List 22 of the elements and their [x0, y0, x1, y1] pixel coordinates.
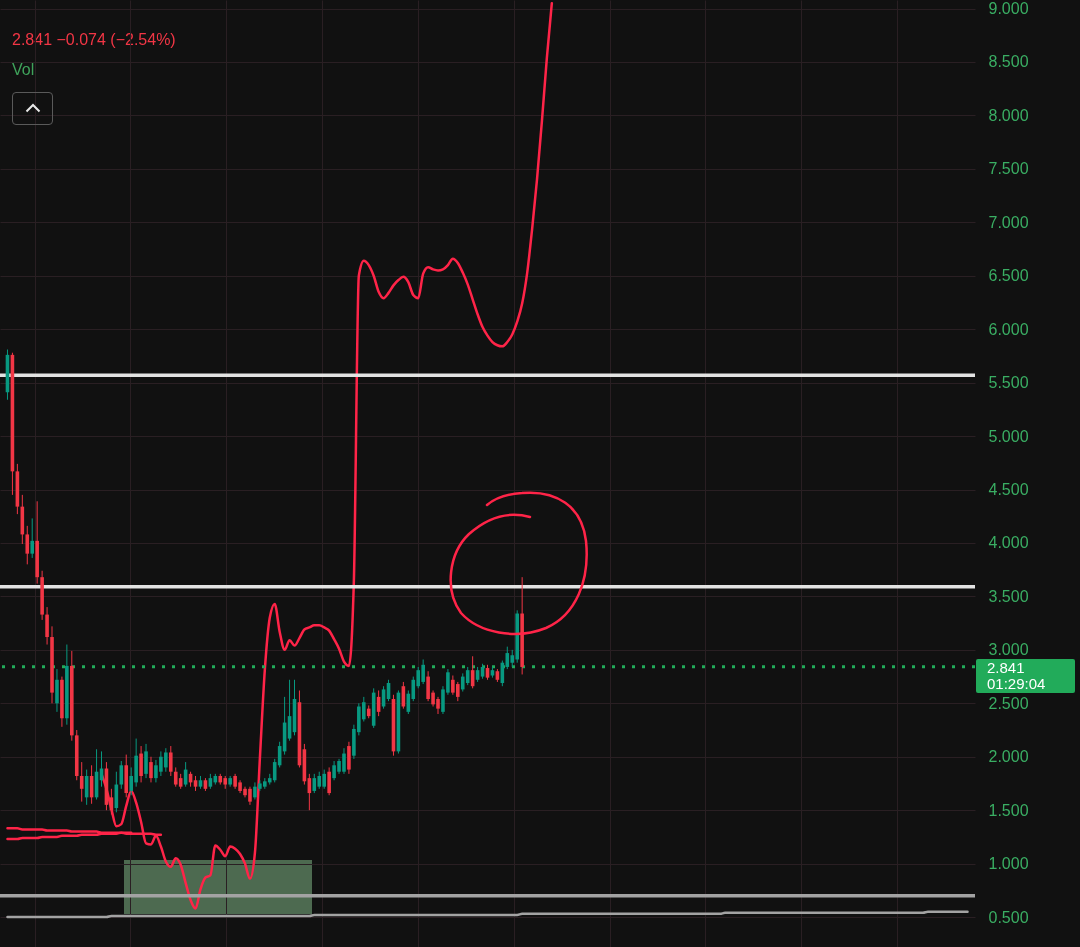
y-tick-label: 0.500	[988, 908, 1029, 926]
annotation: Vol	[12, 61, 35, 79]
text: 01:29:04	[987, 674, 1047, 692]
y-tick-label: 1.000	[988, 855, 1029, 873]
y-tick-label: 4.500	[988, 481, 1029, 499]
y-tick-label: 8.500	[988, 53, 1029, 71]
y-tick-label: 2.000	[988, 748, 1029, 766]
annotation: 2.841 −0.074 (−2.54%)	[12, 31, 176, 49]
y-tick-label: 1.500	[988, 801, 1029, 819]
y-tick-label: 7.500	[988, 160, 1029, 178]
y-tick-label: 6.000	[988, 320, 1029, 338]
y-tick-label: 4.000	[988, 534, 1029, 552]
y-tick-label: 8.000	[988, 106, 1029, 124]
y-tick-label: 5.000	[988, 427, 1029, 445]
y-tick-label: 3.000	[988, 641, 1029, 659]
y-tick-label: 3.500	[988, 587, 1029, 605]
y-tick-label: 2.500	[988, 694, 1029, 712]
ref-line-label: 2.841	[987, 658, 1026, 676]
y-tick-label: 6.500	[988, 267, 1029, 285]
y-tick-label: 5.500	[988, 374, 1029, 392]
y-tick-label: 7.000	[988, 213, 1029, 231]
y-tick-label: 9.000	[988, 0, 1029, 18]
